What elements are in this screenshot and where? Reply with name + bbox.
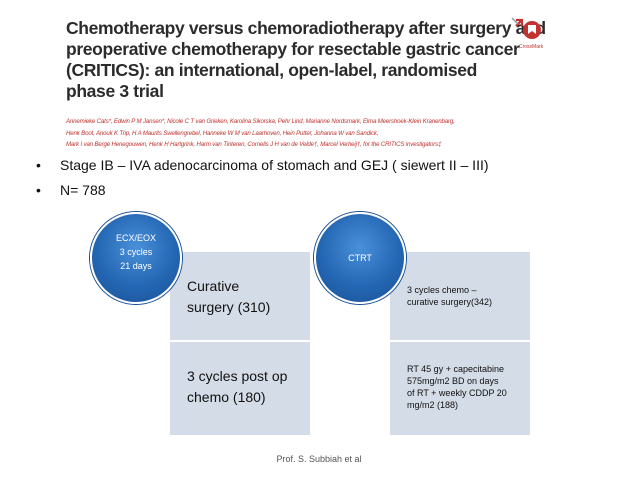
circle-line: 21 days — [120, 261, 152, 271]
right-arm-chemo-surgery: 3 cycles chemo – curative surgery(342) — [407, 285, 493, 307]
left-arm-divider — [170, 340, 310, 435]
right-arm-box: 3 cycles chemo – curative surgery(342) R… — [390, 252, 530, 435]
footer-credit: Prof. S. Subbiah et al — [276, 454, 362, 464]
left-arm-postop: 3 cycles post op chemo (180) — [187, 368, 288, 405]
left-arm-box: Curative surgery (310) 3 cycles post op … — [170, 252, 310, 435]
author-line: Annemieke Cats*, Edwin P M Jansen*, Nico… — [66, 118, 455, 125]
bullet-item: • N= 788 — [36, 181, 106, 199]
paper-title-line: Chemotherapy versus chemoradiotherapy af… — [66, 18, 546, 38]
circle-line: 3 cycles — [119, 247, 153, 257]
paper-title-line: (CRITICS): an international, open-label,… — [66, 60, 477, 80]
bullet-dot: • — [36, 157, 41, 173]
left-arm-circle: ECX/EOX 3 cycles 21 days — [90, 212, 182, 304]
paper-title: Chemotherapy versus chemoradiotherapy af… — [66, 18, 546, 102]
author-line: Mark I van Berge Henegouwen, Henk H Hart… — [66, 141, 442, 149]
bullet-dot: • — [36, 182, 41, 198]
author-list: Annemieke Cats*, Edwin P M Jansen*, Nico… — [66, 116, 536, 151]
right-arm-rt-chemo: RT 45 gy + capecitabine 575mg/m2 BD on d… — [407, 364, 507, 410]
right-arm-circle: CTRT — [314, 212, 406, 304]
bullet-text: Stage IB – IVA adenocarcinoma of stomach… — [60, 157, 489, 173]
author-line: Henk Boot, Anouk K Trip, H A Maurits Swe… — [66, 129, 379, 137]
right-arm-divider — [390, 340, 530, 435]
paper-title-line: preoperative chemotherapy for resectable… — [66, 39, 520, 59]
paper-title-line: phase 3 trial — [66, 81, 164, 101]
circle-line: CTRT — [348, 253, 372, 263]
crossmark-icon — [511, 17, 541, 39]
bullet-item: • Stage IB – IVA adenocarcinoma of stomac… — [36, 156, 489, 174]
bullet-text: N= 788 — [60, 182, 106, 198]
circle-line: ECX/EOX — [115, 233, 156, 243]
crossmark-label: CrossMark — [519, 44, 544, 50]
left-arm-surgery: Curative surgery (310) — [187, 278, 271, 315]
